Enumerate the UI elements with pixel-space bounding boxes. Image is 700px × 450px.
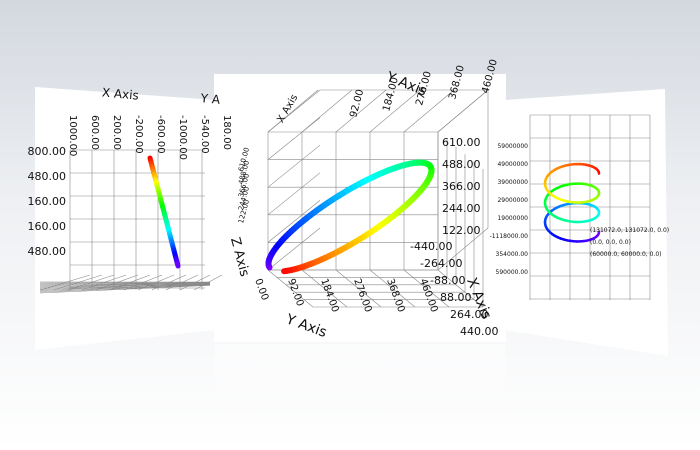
right-panel [505,89,668,356]
label: 160.00 [28,195,67,208]
grid-line [39,283,211,288]
label: 244.00 [442,202,481,215]
grid-line [267,117,321,160]
grid-line [39,284,211,293]
label: 200.00 [111,115,122,150]
label: 480.00 [28,170,67,183]
grid-line [39,283,211,290]
label: Y A [199,91,221,107]
label: -200.00 [133,115,144,154]
label: 59000000 [497,143,528,150]
grid-line [403,89,455,133]
grid-line [165,274,199,291]
label: 366.00 [442,180,481,193]
label: -600.00 [155,115,166,154]
label: -1118000.00 [490,233,529,240]
grid-line [369,269,416,308]
label: (0.0, 0.0, 0.0) [590,239,631,246]
label: (60000.0, 60000.0, 0.0) [590,251,661,258]
label: 160.00 [28,220,67,233]
grid-line [95,274,139,291]
label: 590000.00 [496,269,529,276]
label: -540.00 [199,115,210,154]
label: -1000.00 [177,115,188,160]
grid-line [267,269,314,308]
label: 440.00 [460,325,499,338]
grid-line [39,284,211,291]
grid-line [267,89,321,133]
label: 480.00 [28,245,67,258]
label: 88.00 [440,291,472,304]
label: 19000000 [497,215,528,222]
grid-line [267,227,321,271]
grid-line [335,269,382,308]
label: 39000000 [497,179,528,186]
label: 122.00 [442,224,481,237]
label: 610.00 [442,136,481,149]
label: (131072.0, 131072.0, 0.0) [590,227,669,234]
labels: 92.00 184.00 276.00 368.00 460.00610.00488.0… [28,58,670,341]
grid-line [301,269,348,308]
label: 29000000 [497,197,528,204]
grid-line [403,269,450,308]
curves [147,155,601,275]
grid-line [39,284,211,292]
grid-line [267,144,321,188]
label: -440.00 [410,240,452,253]
label: 264.00 [450,308,489,321]
reflection [215,344,505,450]
grid-line [193,274,223,291]
label: 800.00 [28,145,67,158]
grid-line [67,274,115,291]
grid-line [179,274,211,291]
grid-line [301,89,353,133]
label: 600.00 [89,115,100,150]
grid-line [335,89,387,133]
grid-line [437,89,489,133]
grid-line [369,89,421,133]
grid-line [39,282,211,286]
grid-line [437,269,484,308]
grid-line [267,200,321,243]
grid-line [437,227,489,271]
label: 49000000 [497,161,528,168]
label: -88.00 [430,274,465,287]
grid-line [39,285,211,294]
label: 1000.00 [67,115,78,156]
label: -264.00 [420,257,462,270]
center-panel [214,74,506,342]
label: 354000.00 [496,251,529,258]
grid-line [267,172,321,216]
grid-line [39,283,211,289]
curve-segment [174,260,181,269]
label: 488.00 [442,158,481,171]
label: X Axis [101,85,139,102]
label: 180.00 [221,115,232,150]
